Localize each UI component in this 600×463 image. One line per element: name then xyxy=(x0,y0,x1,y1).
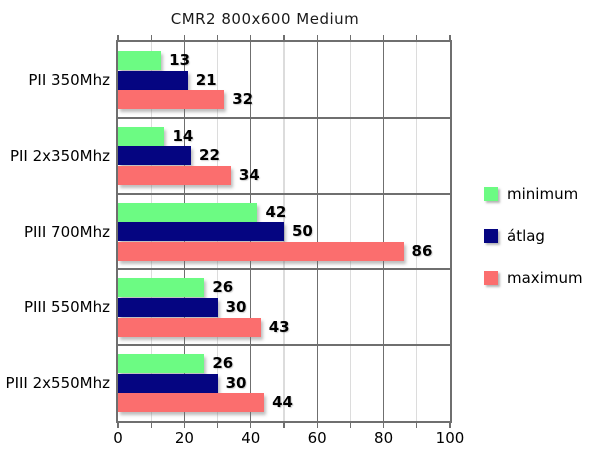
category-label: PIII 700Mhz xyxy=(23,222,110,241)
category-label: PIII 550Mhz xyxy=(23,298,110,317)
bar-minimum xyxy=(118,278,205,298)
legend-label: maximum xyxy=(507,269,583,287)
value-label: 14 xyxy=(172,126,194,145)
axis-tick xyxy=(117,35,119,40)
axis-tick xyxy=(349,423,352,428)
group-separator xyxy=(118,192,450,195)
group-separator xyxy=(118,268,450,271)
value-label: 43 xyxy=(268,317,290,336)
value-label: 26 xyxy=(212,354,234,373)
legend-swatch-minimum xyxy=(484,187,498,201)
x-tick-label: 0 xyxy=(113,429,123,447)
gridline xyxy=(382,42,385,421)
axis-tick xyxy=(117,423,119,428)
value-label: 32 xyxy=(232,90,254,109)
legend-swatch-maximum xyxy=(484,271,498,285)
value-label: 86 xyxy=(411,241,433,260)
legend-label: minimum xyxy=(507,185,579,203)
plot-area: 13 21 32 14 22 34 42 50 86 26 30 43 26 30 44 xyxy=(116,40,452,423)
axis-tick xyxy=(416,423,418,428)
category-label: PIII 2x550Mhz xyxy=(5,374,110,393)
axis-tick xyxy=(150,35,152,40)
category-label: PII 2x350Mhz xyxy=(9,146,110,165)
axis-tick xyxy=(382,423,385,428)
gridline xyxy=(416,42,418,421)
axis-tick xyxy=(216,35,219,40)
bar-minimum xyxy=(118,51,162,70)
gridline xyxy=(349,42,352,421)
value-label: 44 xyxy=(272,393,293,412)
bar-minimum xyxy=(118,126,165,146)
axis-tick xyxy=(382,35,385,40)
x-tick-label: 80 xyxy=(374,429,394,447)
axis-tick xyxy=(183,35,186,40)
value-label: 34 xyxy=(238,166,260,184)
axis-tick xyxy=(250,35,252,40)
value-label: 42 xyxy=(265,202,287,221)
bar-minimum xyxy=(118,354,205,374)
gridline xyxy=(316,42,318,421)
bar-maximum xyxy=(118,317,261,337)
axis-tick xyxy=(349,35,352,40)
axis-tick xyxy=(449,35,451,40)
bar-átlag xyxy=(118,146,192,166)
legend-swatch-átlag xyxy=(484,229,498,243)
legend-label: átlag xyxy=(507,227,545,245)
x-tick-label: 20 xyxy=(174,429,194,447)
x-tick-label: 40 xyxy=(241,429,261,447)
bar-maximum xyxy=(118,241,404,261)
value-label: 30 xyxy=(225,298,247,316)
axis-tick xyxy=(449,423,451,428)
x-tick-label: 100 xyxy=(435,429,465,447)
value-label: 13 xyxy=(169,51,191,69)
group-separator xyxy=(118,116,450,119)
axis-tick xyxy=(283,35,285,40)
axis-tick xyxy=(416,35,418,40)
bar-minimum xyxy=(118,202,258,222)
value-label: 22 xyxy=(199,146,220,165)
bar-maximum xyxy=(118,166,231,185)
axis-tick xyxy=(250,423,252,428)
chart-title: CMR2 800x600 Medium xyxy=(170,10,360,28)
axis-tick xyxy=(183,423,186,428)
axis-tick xyxy=(316,35,318,40)
bar-átlag xyxy=(118,373,218,393)
axis-tick xyxy=(316,423,318,428)
axis-tick xyxy=(216,423,219,428)
bar-átlag xyxy=(118,298,218,317)
x-tick-label: 60 xyxy=(307,429,327,447)
value-label: 21 xyxy=(195,70,217,89)
bar-maximum xyxy=(118,393,265,413)
bar-átlag xyxy=(118,70,188,90)
category-label: PII 350Mhz xyxy=(28,70,110,89)
value-label: 50 xyxy=(292,222,313,241)
value-label: 30 xyxy=(225,373,247,392)
axis-tick xyxy=(150,423,152,428)
group-separator xyxy=(118,344,450,347)
axis-tick xyxy=(283,423,285,428)
value-label: 26 xyxy=(212,278,234,297)
bar-maximum xyxy=(118,90,225,110)
bar-átlag xyxy=(118,222,284,242)
